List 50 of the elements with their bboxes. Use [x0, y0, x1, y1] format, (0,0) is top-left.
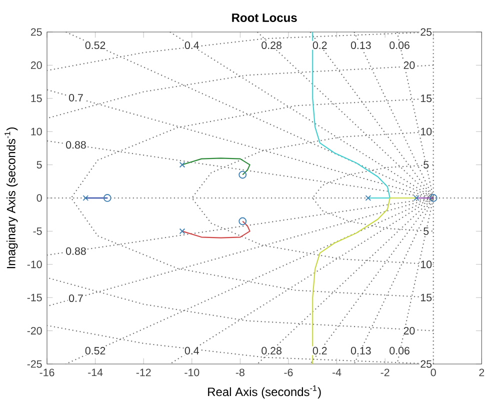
y-tick-label: 25: [30, 28, 42, 36]
annotation: 0.28: [262, 42, 282, 50]
x-tick-label: 2: [479, 368, 484, 376]
annotation: 0.06: [390, 42, 410, 50]
annotation: 0.7: [68, 294, 83, 302]
annotation: 0.4: [184, 42, 199, 50]
annotation: 5: [424, 161, 429, 169]
x-tick-label: -4: [332, 368, 342, 376]
y-tick-label: 10: [31, 128, 42, 136]
annotation: 10: [421, 128, 432, 136]
y-axis-title: Imaginary Axis (seconds$^{-1}$): [4, 127, 18, 268]
annotation: 0.88: [66, 141, 86, 149]
x-tick-label: -2: [380, 368, 390, 376]
x-tick-label: -6: [284, 368, 293, 376]
y-tick-label: 0: [36, 194, 42, 202]
annotation: 15: [421, 294, 432, 302]
annotation: 0.28: [262, 346, 282, 354]
annotation: 0.7: [68, 94, 83, 102]
annotation: 0.06: [390, 346, 410, 354]
annotation: 0.13: [350, 42, 371, 50]
y-tick-label: -5: [33, 227, 42, 235]
y-tick-label: -20: [27, 327, 42, 335]
y-tick-label: -25: [27, 360, 42, 368]
annotation: 0.2: [312, 42, 327, 50]
chart-title: Root Locus: [232, 14, 297, 22]
y-tick-label: 5: [36, 161, 42, 169]
annotation: 5: [424, 227, 429, 235]
annotation: 20: [404, 61, 415, 69]
y-tick-label: 15: [31, 94, 42, 102]
x-tick-label: 0: [430, 368, 436, 376]
x-tick-label: -16: [40, 368, 54, 376]
annotation: 0.52: [85, 42, 106, 50]
x-tick-label: -10: [184, 368, 200, 376]
annotation: 0.88: [66, 247, 86, 255]
annotation: 0.13: [350, 346, 371, 354]
x-tick-label: -8: [236, 368, 244, 376]
annotation: 0.4: [184, 346, 199, 354]
annotation: 25: [420, 28, 432, 36]
y-tick-label: -10: [27, 260, 42, 268]
annotation: 20: [404, 327, 415, 335]
x-tick-label: -14: [88, 368, 103, 376]
y-tick-label: -15: [27, 294, 42, 302]
annotation: 10: [421, 260, 432, 268]
x-axis-title: Real Axis (seconds$^{-1}$): [208, 385, 321, 398]
x-tick-label: -12: [136, 368, 151, 376]
annotation: 0.52: [85, 346, 106, 354]
annotation: 25: [420, 360, 432, 368]
annotation: 15: [421, 94, 432, 102]
y-tick-label: 20: [30, 61, 42, 69]
annotation: 0.2: [312, 346, 327, 354]
